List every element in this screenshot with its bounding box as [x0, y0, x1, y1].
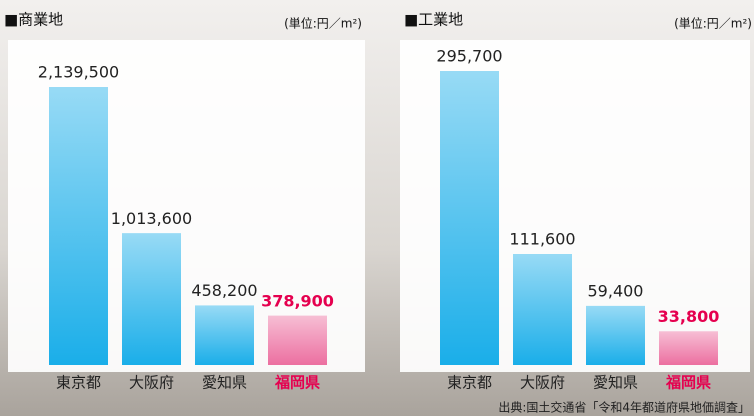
category-label: 大阪府	[129, 374, 174, 392]
source: 出典:国土交通省「令和4年都道府県地価調査」	[498, 400, 750, 415]
chart-title: ■工業地	[404, 11, 463, 29]
value-label: 2,139,500	[38, 63, 119, 82]
bar-shine	[122, 233, 181, 365]
category-label: 東京都	[447, 374, 492, 392]
value-label: 33,800	[658, 307, 720, 326]
chart-title: ■商業地	[4, 11, 63, 29]
value-label: 59,400	[588, 281, 644, 300]
category-label: 福岡県	[665, 374, 711, 392]
value-label: 295,700	[436, 47, 502, 66]
category-label: 愛知県	[593, 374, 638, 392]
category-label: 福岡県	[274, 374, 320, 392]
bar-shine	[586, 305, 645, 365]
value-label: 111,600	[509, 230, 575, 249]
category-label: 大阪府	[520, 374, 565, 392]
bar-shine	[268, 315, 327, 365]
bar-shine	[659, 331, 718, 365]
value-label: 1,013,600	[111, 209, 192, 228]
category-label: 東京都	[56, 374, 101, 392]
bar-shine	[49, 87, 108, 365]
bar-shine	[195, 305, 254, 365]
unit-label: (単位:円／m²)	[284, 16, 362, 31]
unit-label: (単位:円／m²)	[674, 16, 752, 31]
category-label: 愛知県	[202, 374, 247, 392]
bar-shine	[513, 254, 572, 365]
bar-shine	[440, 71, 499, 365]
value-label: 378,900	[261, 291, 334, 310]
value-label: 458,200	[191, 281, 257, 300]
